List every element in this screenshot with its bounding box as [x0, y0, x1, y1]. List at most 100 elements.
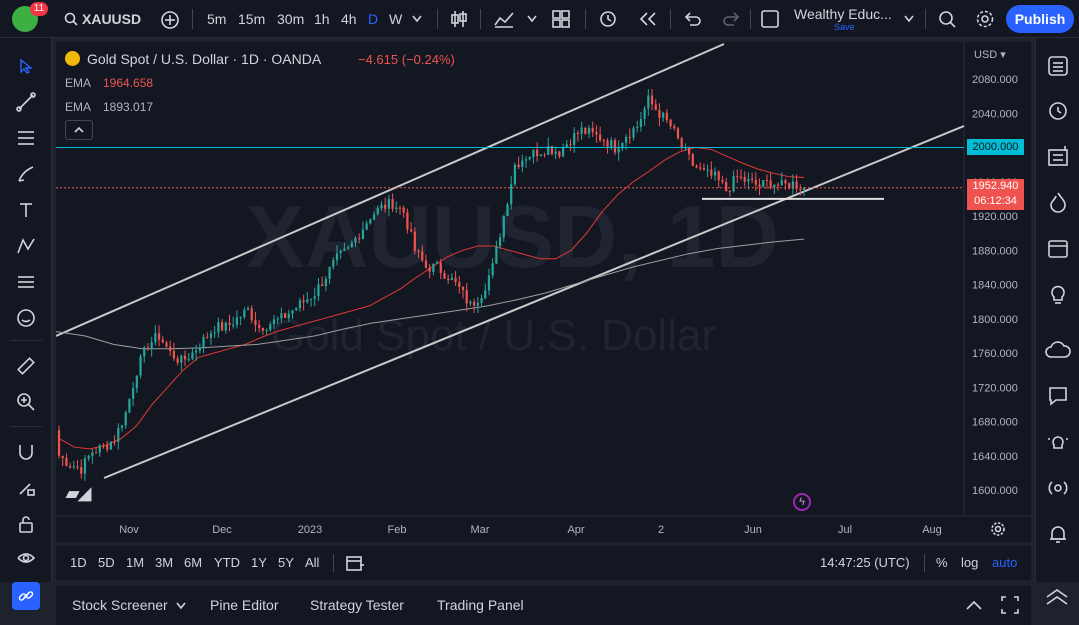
- streams-cloud-icon[interactable]: [1044, 336, 1072, 364]
- alarm-clock-icon[interactable]: [1044, 96, 1072, 124]
- link-icon[interactable]: [12, 582, 40, 610]
- candle-body: [272, 319, 276, 325]
- ema-slow-value: 1893.017: [103, 100, 154, 114]
- last-price: 1952.940: [972, 180, 1019, 192]
- range-1m[interactable]: 1M: [126, 555, 145, 570]
- layout-save-status[interactable]: Save: [834, 22, 855, 32]
- interval-30m[interactable]: 30m: [277, 11, 305, 27]
- interval-1h[interactable]: 1h: [314, 11, 330, 27]
- date-range-calendar-icon[interactable]: [346, 554, 366, 577]
- help-bulb-icon[interactable]: [1044, 428, 1072, 456]
- range-1y[interactable]: 1Y: [251, 555, 267, 570]
- add-symbol-icon[interactable]: [160, 10, 180, 30]
- layout-square-icon[interactable]: [761, 10, 779, 28]
- undo-icon[interactable]: [684, 11, 702, 27]
- candle-body: [106, 445, 109, 450]
- range-5y[interactable]: 5Y: [278, 555, 294, 570]
- utc-clock[interactable]: 14:47:25 (UTC): [820, 555, 910, 570]
- chevron-up-icon[interactable]: [966, 600, 982, 610]
- candle-body: [628, 137, 631, 139]
- redo-icon[interactable]: [722, 11, 740, 27]
- maximize-panel-icon[interactable]: [1001, 596, 1019, 614]
- broadcast-icon[interactable]: [1044, 474, 1072, 502]
- chat-icon[interactable]: [1044, 382, 1072, 410]
- watchlist-icon[interactable]: [1044, 52, 1072, 80]
- interval-5m[interactable]: 5m: [207, 11, 227, 27]
- candle-body: [695, 165, 698, 168]
- range-3m[interactable]: 3M: [155, 555, 174, 570]
- pencil-lock-icon[interactable]: [12, 474, 40, 502]
- quick-search-icon[interactable]: [938, 9, 958, 29]
- chevron-down-icon[interactable]: [527, 15, 537, 23]
- alert-icon[interactable]: [598, 9, 620, 29]
- symbol-search[interactable]: XAUUSD: [82, 11, 142, 27]
- ruler-icon[interactable]: [12, 352, 40, 380]
- chevron-down-icon[interactable]: [412, 15, 422, 23]
- price-chart[interactable]: XAUUSD, 1D Gold Spot / U.S. Dollar 2080.…: [56, 42, 1031, 542]
- collapse-legend-button[interactable]: [65, 120, 93, 140]
- chevrons-icon[interactable]: [1043, 584, 1071, 610]
- replay-icon[interactable]: [638, 11, 658, 27]
- trend-line-icon[interactable]: [12, 88, 40, 116]
- candle-body: [747, 178, 750, 182]
- chart-area[interactable]: XAUUSD, 1D Gold Spot / U.S. Dollar 2080.…: [56, 42, 1031, 542]
- emoji-icon[interactable]: [12, 304, 40, 332]
- eye-icon[interactable]: [12, 544, 40, 572]
- interval-4h[interactable]: 4h: [341, 11, 357, 27]
- interval-15m[interactable]: 15m: [238, 11, 266, 27]
- layout-name[interactable]: Wealthy Educ...: [794, 6, 892, 22]
- candle-body: [736, 176, 739, 178]
- calendar-icon[interactable]: [1044, 234, 1072, 262]
- candle-body: [558, 151, 561, 157]
- interval-d[interactable]: D: [368, 11, 379, 27]
- range-1d[interactable]: 1D: [70, 555, 87, 570]
- lightning-event-icon[interactable]: ϟ: [793, 493, 811, 511]
- tab-stock-screener[interactable]: Stock Screener: [72, 597, 168, 613]
- log-scale-toggle[interactable]: log: [961, 555, 979, 570]
- tab-trading-panel[interactable]: Trading Panel: [437, 597, 524, 613]
- zoom-icon[interactable]: [12, 388, 40, 416]
- time-tick-label: Nov: [119, 524, 139, 536]
- candles-icon[interactable]: [450, 9, 468, 29]
- ideas-bulb-icon[interactable]: [1044, 280, 1072, 308]
- layouts-icon[interactable]: [552, 10, 570, 28]
- data-window-icon[interactable]: [1044, 142, 1072, 170]
- auto-scale-toggle[interactable]: auto: [992, 555, 1018, 570]
- candle-body: [676, 128, 680, 139]
- candle-body: [636, 126, 639, 128]
- ema-fast-label[interactable]: EMA: [65, 76, 92, 90]
- pattern-icon[interactable]: [12, 232, 40, 260]
- candle-body: [565, 144, 568, 148]
- fib-icon[interactable]: [12, 124, 40, 152]
- price-tick-label: 2040.000: [972, 108, 1018, 120]
- tab-pine-editor[interactable]: Pine Editor: [210, 597, 279, 613]
- ema-slow-label[interactable]: EMA: [65, 100, 92, 114]
- publish-button[interactable]: Publish: [1006, 5, 1074, 33]
- chevron-down-icon[interactable]: [176, 602, 186, 610]
- ema-fast-value: 1964.658: [103, 76, 154, 90]
- cursor-icon[interactable]: [12, 52, 40, 80]
- magnet-icon[interactable]: [12, 438, 40, 466]
- lock-icon[interactable]: [12, 510, 40, 538]
- range-all[interactable]: All: [305, 555, 320, 570]
- indicators-icon[interactable]: [493, 9, 515, 29]
- hotlist-flame-icon[interactable]: [1044, 188, 1072, 216]
- range-ytd[interactable]: YTD: [214, 555, 240, 570]
- chevron-down-icon[interactable]: [904, 15, 914, 23]
- tradingview-logo-icon: ▰◢: [66, 484, 91, 503]
- gear-icon[interactable]: [975, 9, 995, 29]
- text-icon[interactable]: [12, 196, 40, 224]
- chevron-up-icon: [74, 126, 84, 133]
- percent-scale-toggle[interactable]: %: [936, 555, 948, 570]
- tab-strategy-tester[interactable]: Strategy Tester: [310, 597, 404, 613]
- notifications-bell-icon[interactable]: [1044, 520, 1072, 548]
- interval-w[interactable]: W: [389, 11, 403, 27]
- currency-selector[interactable]: USD ▾: [974, 49, 1006, 61]
- search-icon[interactable]: [64, 12, 78, 26]
- range-5d[interactable]: 5D: [98, 555, 115, 570]
- chart-settings-gear-icon[interactable]: [990, 521, 1006, 542]
- forecast-icon[interactable]: [12, 268, 40, 296]
- brush-icon[interactable]: [12, 160, 40, 188]
- range-6m[interactable]: 6M: [184, 555, 203, 570]
- chart-title[interactable]: Gold Spot / U.S. Dollar · 1D · OANDA: [87, 51, 322, 67]
